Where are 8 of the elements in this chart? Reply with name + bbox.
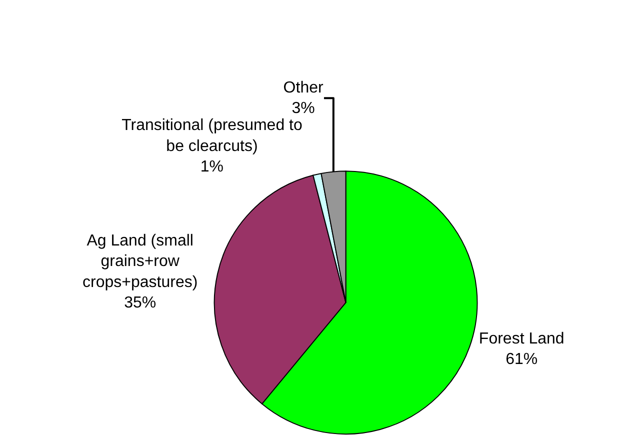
data-label: 35% (124, 294, 156, 312)
slice-label: Forest Land (478, 330, 564, 348)
data-label: 1% (200, 158, 224, 176)
slice-label: Ag Land (small grains+row crops+pastures) (82, 232, 198, 291)
slice-label: Other (283, 79, 324, 96)
data-label: 3% (292, 100, 315, 118)
data-label: 61% (506, 351, 538, 368)
slice-label: Transitional (presumed to be clearcuts) (122, 117, 302, 155)
